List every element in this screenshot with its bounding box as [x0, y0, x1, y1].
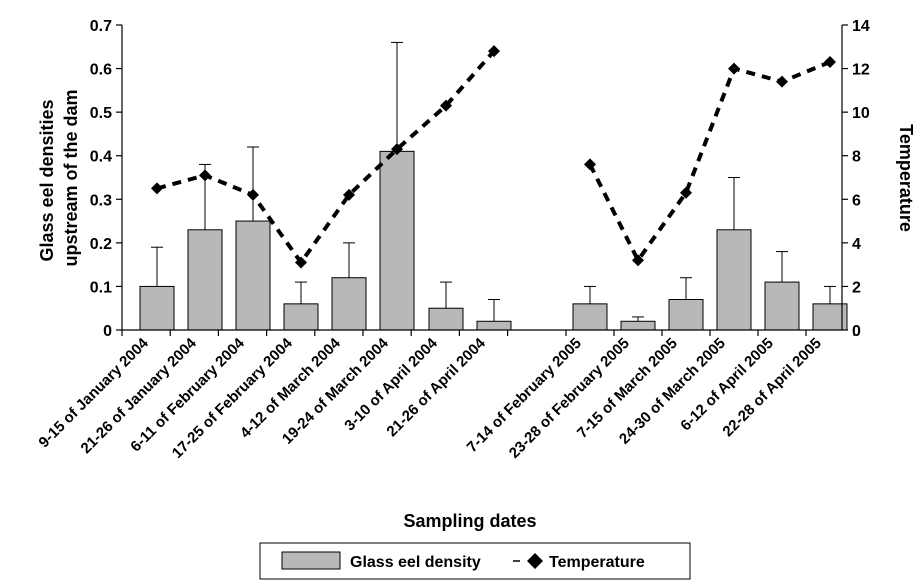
- density-bar: [764, 281, 800, 331]
- temperature-marker: [680, 186, 692, 199]
- density-bar: [476, 320, 512, 331]
- density-bar: [620, 320, 656, 331]
- temperature-marker: [584, 158, 596, 171]
- density-bar: [235, 220, 271, 331]
- temperature-marker: [776, 75, 788, 88]
- y-tick-label-right: 6: [852, 192, 861, 209]
- temperature-marker: [199, 169, 211, 182]
- temperature-marker: [151, 182, 163, 195]
- density-bar: [379, 150, 415, 331]
- legend-swatch-density: [281, 551, 341, 570]
- y-tick-label-left: 0: [103, 323, 112, 340]
- density-bar: [283, 303, 319, 331]
- density-bar: [187, 229, 223, 331]
- y-tick-label-left: 0.5: [90, 105, 112, 122]
- x-axis-title: Sampling dates: [403, 511, 536, 531]
- legend-label-density: Glass eel density: [350, 554, 481, 571]
- y-tick-label-left: 0.1: [90, 279, 112, 296]
- temperature-marker: [632, 254, 644, 267]
- temperature-line-layer: [151, 45, 836, 269]
- density-bar: [572, 303, 608, 331]
- legend-label-temperature: Temperature: [549, 554, 645, 571]
- temperature-marker: [247, 188, 259, 201]
- y-tick-label-right: 10: [852, 105, 870, 122]
- temperature-marker: [295, 256, 307, 269]
- temperature-marker: [728, 62, 740, 75]
- y-tick-label-right: 14: [852, 18, 870, 35]
- density-bar: [331, 277, 367, 331]
- temperature-marker: [343, 188, 355, 201]
- density-bar: [716, 229, 752, 331]
- density-bar: [668, 299, 704, 331]
- y-tick-label-right: 0: [852, 323, 861, 340]
- y-tick-label-left: 0.2: [90, 236, 112, 253]
- y-tick-label-right: 8: [852, 149, 861, 166]
- y-axis-left-title-line1: Glass eel densities: [37, 99, 57, 261]
- y-tick-label-left: 0.7: [90, 18, 112, 35]
- density-bar: [428, 307, 464, 331]
- temperature-line: [588, 60, 831, 265]
- error-bars-layer: [151, 41, 836, 322]
- y-tick-label-right: 12: [852, 62, 870, 79]
- legend: Glass eel density Temperature: [259, 542, 691, 580]
- y-tick-label-left: 0.3: [90, 192, 112, 209]
- y-axis-right-title: Temperature: [896, 124, 916, 232]
- temperature-marker: [391, 143, 403, 156]
- temperature-line: [156, 49, 496, 266]
- temperature-marker: [440, 99, 452, 112]
- y-axis-left-title: Glass eel densities upstream of the dam: [37, 89, 81, 266]
- temperature-marker: [824, 56, 836, 69]
- legend-marker-temperature: [527, 553, 543, 569]
- y-axis-left-title-line2: upstream of the dam: [61, 89, 81, 266]
- y-tick-label-right: 4: [852, 236, 861, 253]
- density-bar: [139, 285, 175, 331]
- temperature-marker: [488, 45, 500, 58]
- y-tick-label-left: 0.6: [90, 62, 112, 79]
- axes-layer: [116, 24, 855, 336]
- y-tick-label-left: 0.4: [90, 149, 112, 166]
- y-tick-label-right: 2: [852, 279, 861, 296]
